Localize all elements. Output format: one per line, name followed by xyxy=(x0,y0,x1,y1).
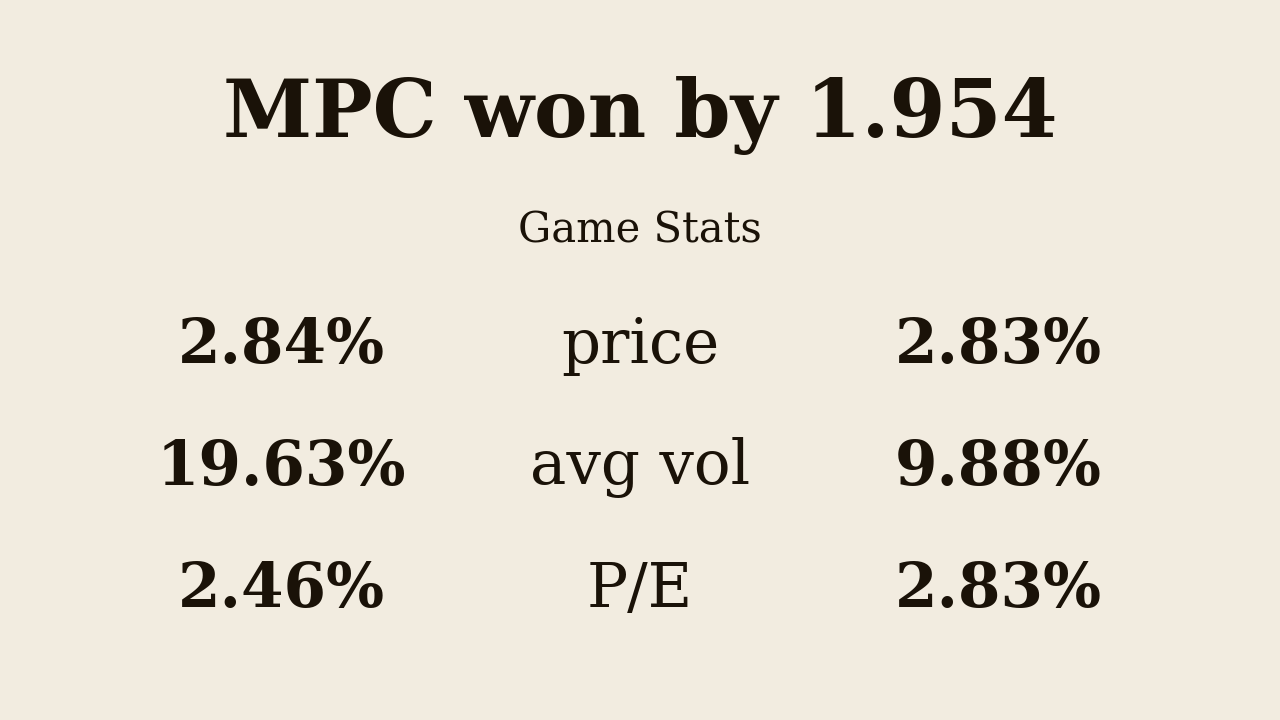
Text: MPC won by 1.954: MPC won by 1.954 xyxy=(223,76,1057,155)
Text: avg vol: avg vol xyxy=(530,438,750,498)
Text: P/E: P/E xyxy=(586,560,694,621)
Text: 2.83%: 2.83% xyxy=(895,560,1102,621)
Text: 19.63%: 19.63% xyxy=(157,438,406,498)
Text: Game Stats: Game Stats xyxy=(518,210,762,251)
Text: 2.84%: 2.84% xyxy=(178,315,385,376)
Text: 2.46%: 2.46% xyxy=(178,560,385,621)
Text: 9.88%: 9.88% xyxy=(895,438,1102,498)
Text: 2.83%: 2.83% xyxy=(895,315,1102,376)
Text: price: price xyxy=(561,315,719,376)
